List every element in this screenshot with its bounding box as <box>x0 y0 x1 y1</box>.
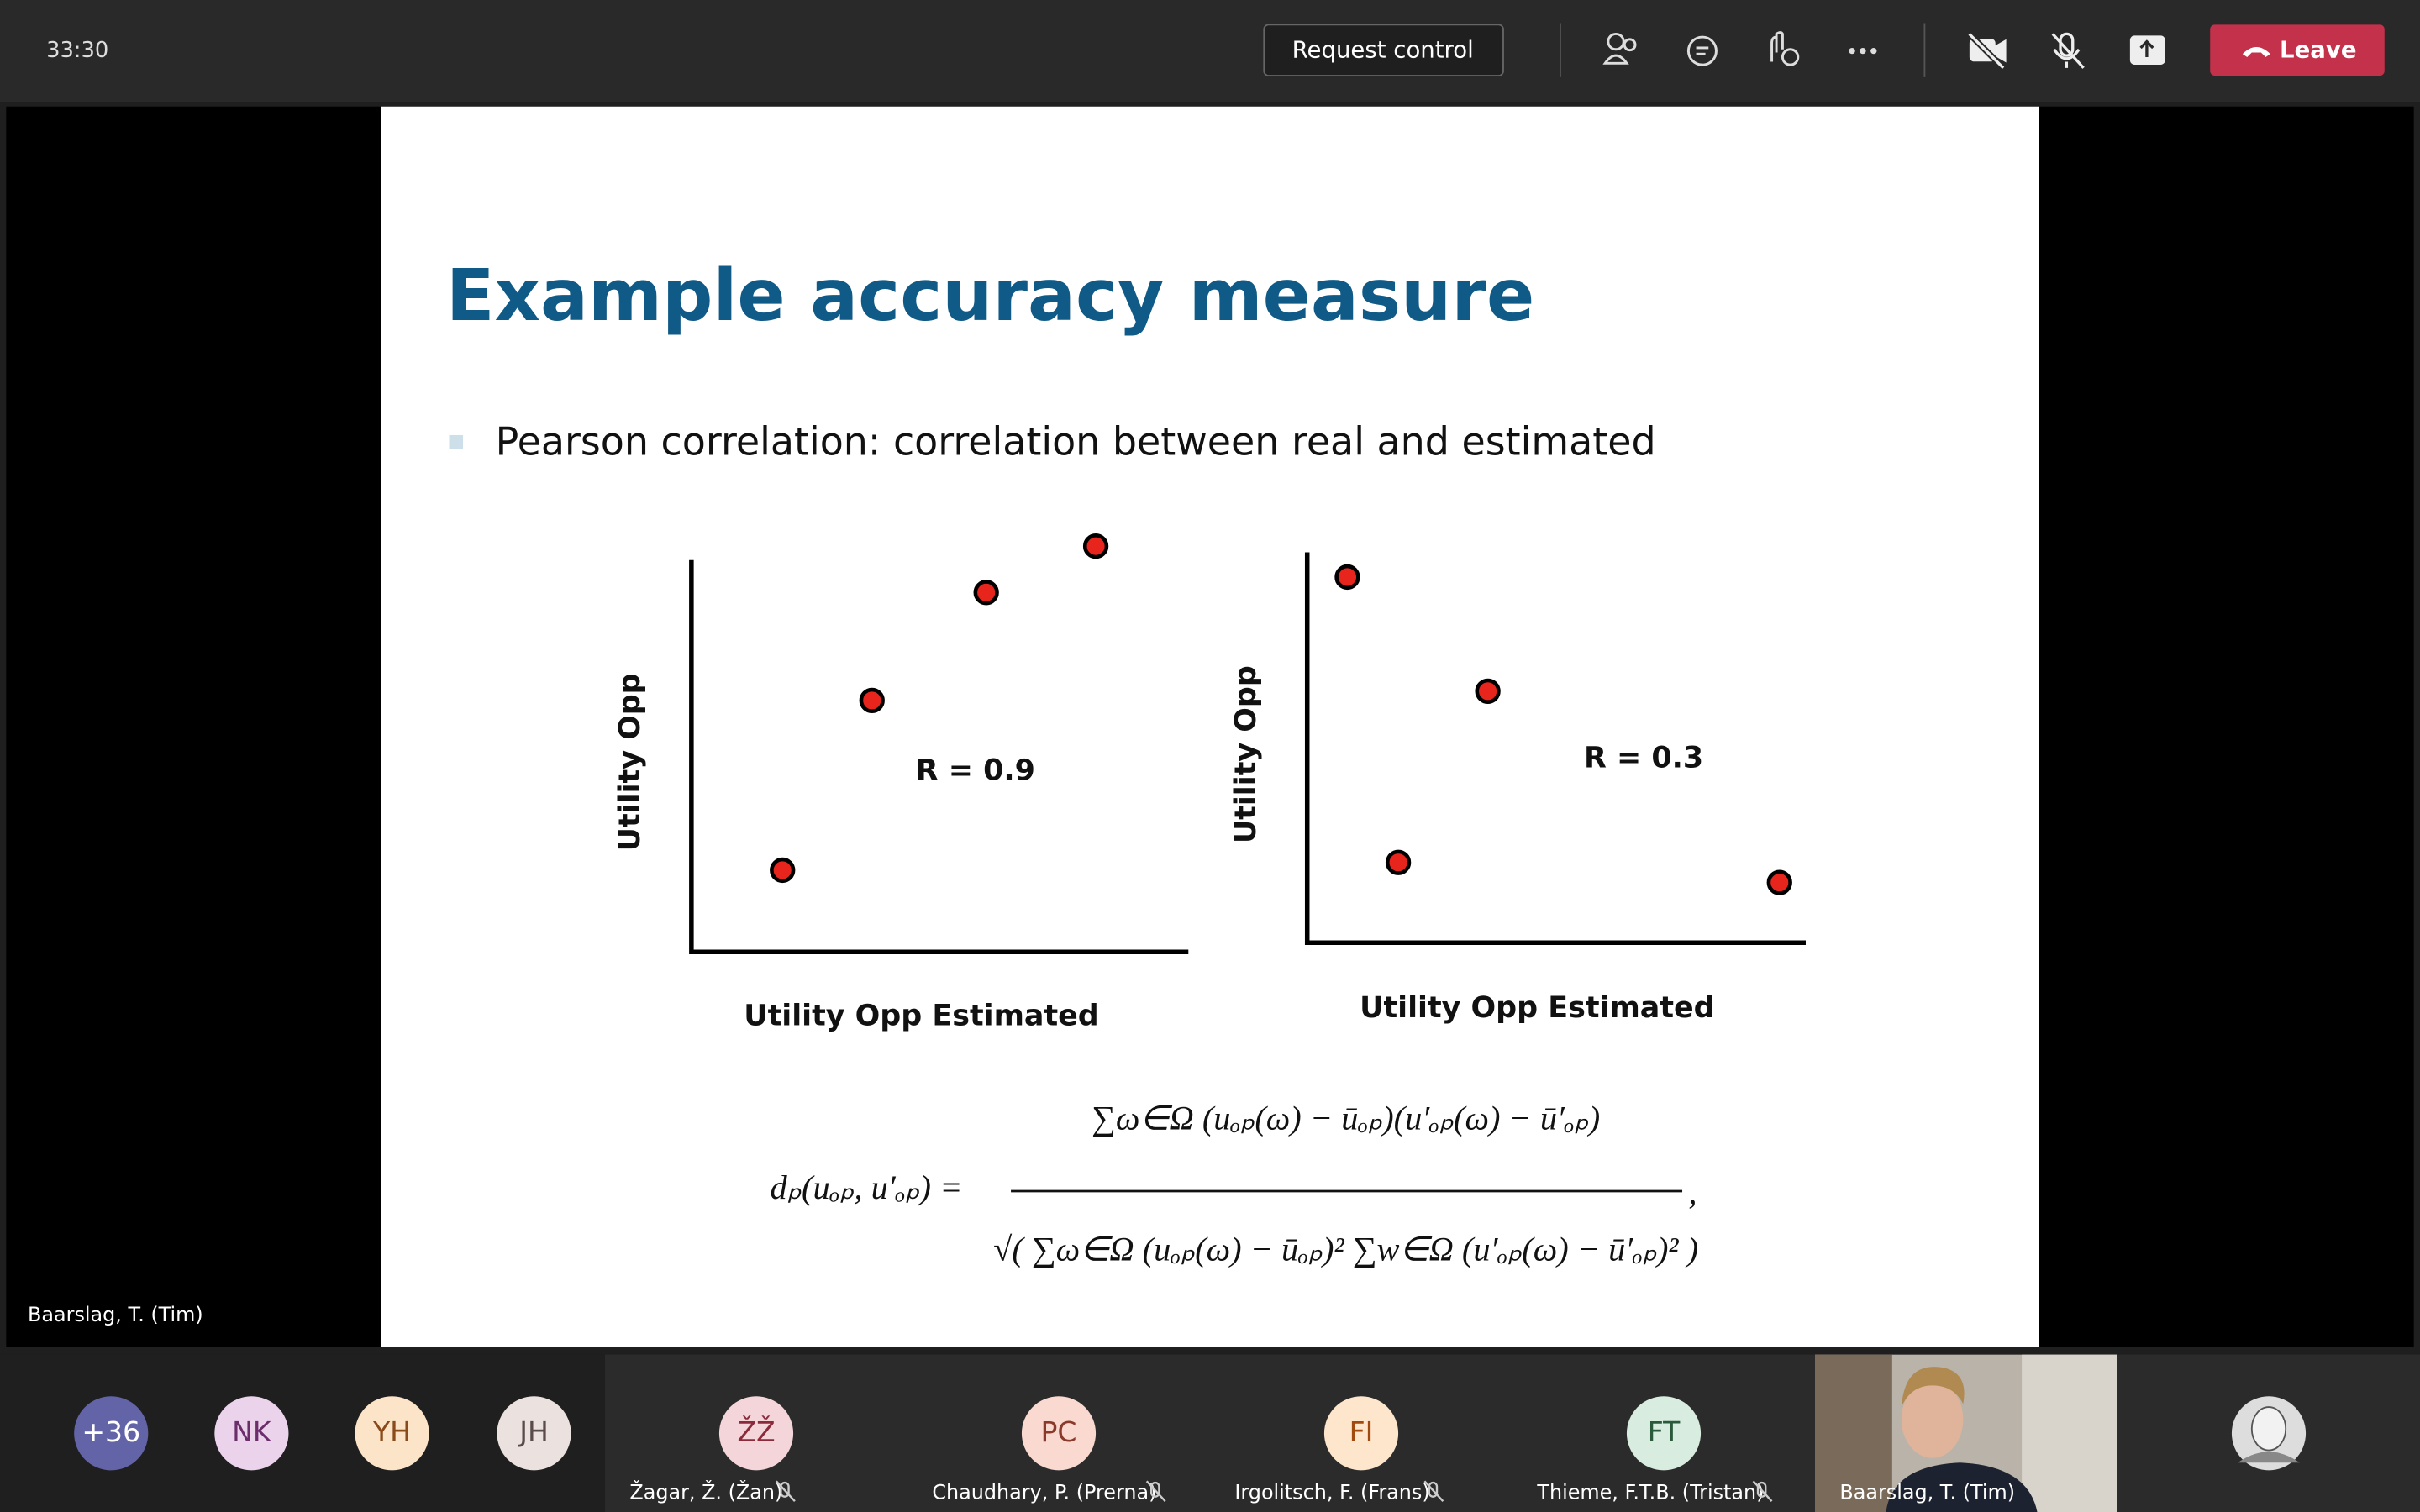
participant-name: Chaudhary, P. (Prerna) <box>932 1480 1156 1504</box>
participant-name: Baarslag, T. (Tim) <box>1839 1480 2015 1504</box>
plot: R = 0.3 Utility Opp Utility Opp Estimate… <box>1229 552 1806 1025</box>
avatar <box>355 1396 429 1471</box>
avatar <box>1626 1396 1702 1471</box>
toolbar <box>0 0 2420 102</box>
avatar-initials: ŽŽ <box>737 1415 775 1448</box>
request-control-label[interactable]: Request control <box>1292 37 1474 64</box>
meeting-time: 33:30 <box>46 38 108 63</box>
plot-point <box>1385 849 1412 875</box>
avatar-initials: PC <box>1040 1415 1076 1448</box>
mic-button[interactable] <box>2051 32 2085 69</box>
avatar <box>497 1396 571 1471</box>
formula-tail: , <box>1688 1173 1697 1211</box>
plot-point <box>1334 564 1360 591</box>
reactions-button[interactable] <box>1770 31 1800 66</box>
avatar[interactable] <box>74 1396 149 1471</box>
avatar-initials: JH <box>518 1415 549 1448</box>
avatar <box>1323 1396 1399 1471</box>
request-control-button[interactable] <box>1263 24 1504 76</box>
speaker-label: Baarslag, T. (Tim) <box>28 1303 203 1326</box>
plot-point <box>1082 533 1109 559</box>
share-button[interactable] <box>2129 35 2165 65</box>
plot-point <box>1766 869 1792 895</box>
formula-denominator: √( ∑ω∈Ω (uₒₚ(ω) − ūₒₚ)² ∑w∈Ω (u′ₒₚ(ω) − … <box>993 1231 1698 1268</box>
slide-title: Example accuracy measure <box>446 255 1534 337</box>
plot-y-label: Utility Opp <box>613 673 647 851</box>
participant-name: Žagar, Ž. (Žan) <box>629 1480 782 1504</box>
participant-tiles <box>605 1354 1815 1512</box>
bullet-marker <box>449 434 464 449</box>
participant-name: Thieme, F.T.B. (Tristan) <box>1536 1480 1764 1504</box>
participant-name: Irgolitsch, F. (Frans) <box>1234 1480 1429 1504</box>
avatar <box>1021 1396 1097 1471</box>
bullet-text: Pearson correlation: correlation between… <box>496 418 1656 464</box>
video-tile <box>1815 1354 2118 1512</box>
muted-icon <box>776 1480 796 1502</box>
muted-icon <box>1752 1480 1773 1502</box>
slide <box>381 106 2039 1347</box>
plot-point <box>770 857 796 884</box>
leave-icon[interactable] <box>2242 47 2270 57</box>
camera-button[interactable] <box>1967 31 2007 71</box>
plot-annotation: R = 0.9 <box>916 753 1035 787</box>
plot-point <box>859 687 885 714</box>
formula-lhs: dₚ(uₒₚ, u′ₒₚ) = <box>771 1168 963 1206</box>
avatar-initials: YH <box>372 1415 411 1448</box>
more-button[interactable] <box>1849 47 1877 55</box>
muted-icon <box>1145 1480 1166 1502</box>
formula-numerator: ∑ω∈Ω (uₒₚ(ω) − ūₒₚ)(u′ₒₚ(ω) − ū′ₒₚ) <box>1092 1100 1600 1137</box>
muted-icon <box>1423 1480 1444 1502</box>
avatar-initials: FI <box>1349 1415 1374 1448</box>
avatar <box>2231 1396 2307 1471</box>
plot-annotation: R = 0.3 <box>1584 742 1703 775</box>
avatar-initials: FT <box>1648 1415 1681 1448</box>
leave-button[interactable] <box>2210 24 2385 76</box>
plot-point <box>973 580 999 606</box>
avatar <box>214 1396 289 1471</box>
avatar <box>718 1396 794 1471</box>
plot-point <box>1475 678 1501 705</box>
plot-axes <box>689 559 1189 955</box>
leave-label[interactable]: Leave <box>2280 37 2356 64</box>
avatar-initials[interactable]: +36 <box>82 1415 140 1448</box>
people-button[interactable] <box>1602 32 1637 65</box>
plot-axes <box>1304 552 1806 945</box>
chat-button[interactable] <box>1686 35 1718 66</box>
avatar-initials: NK <box>232 1415 272 1448</box>
plot-x-label: Utility Opp Estimated <box>1360 991 1715 1025</box>
plot-y-label: Utility Opp <box>1229 665 1263 843</box>
plot: R = 0.9 Utility Opp Utility Opp Estimate… <box>613 533 1189 1032</box>
plot-x-label: Utility Opp Estimated <box>744 999 1099 1032</box>
